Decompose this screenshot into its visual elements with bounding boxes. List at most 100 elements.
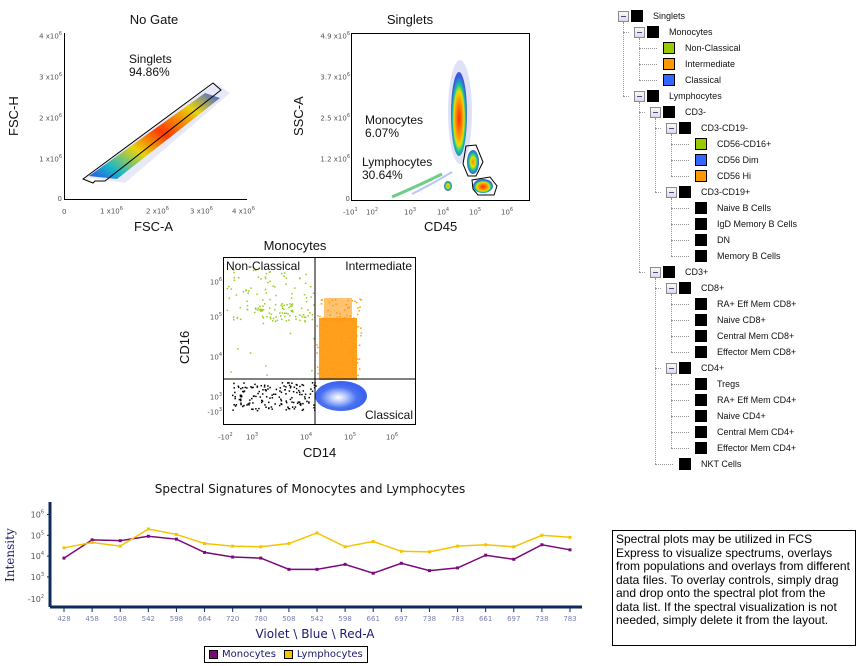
x-axis-label-cd14: CD14 — [303, 445, 337, 460]
y-tick-label: 104 — [31, 551, 44, 561]
gate-color-swatch[interactable] — [695, 234, 707, 246]
chart-title: Spectral Signatures of Monocytes and Lym… — [154, 482, 466, 496]
tree-item-lymphocytes[interactable]: Lymphocytes — [634, 88, 722, 104]
gate-color-swatch[interactable] — [679, 362, 691, 374]
tree-item-cd4-[interactable]: CD4+ — [666, 360, 724, 376]
data-point-lymphocytes — [231, 544, 235, 548]
gate-color-swatch[interactable] — [679, 282, 691, 294]
scatter-plot-monocytes[interactable]: Non-Classical Intermediate Classical — [223, 257, 416, 425]
gate-color-swatch[interactable] — [695, 378, 707, 390]
tree-item-dn[interactable]: DN — [682, 232, 730, 248]
gate-color-swatch[interactable] — [695, 442, 707, 454]
scatter-plot-no-gate[interactable]: Singlets 94.86% — [64, 33, 247, 200]
tree-item-igd-memory-b-cells[interactable]: IgD Memory B Cells — [682, 216, 797, 232]
tree-item-ra-eff-mem-cd8-[interactable]: RA+ Eff Mem CD8+ — [682, 296, 796, 312]
x-tick: 0 — [62, 208, 67, 216]
gate-color-swatch[interactable] — [695, 218, 707, 230]
data-point-lymphocytes — [512, 545, 516, 549]
tree-item-label: Monocytes — [669, 27, 713, 37]
gate-color-swatch[interactable] — [647, 90, 659, 102]
collapse-toggle-icon[interactable] — [666, 282, 677, 294]
tree-item-nkt-cells[interactable]: NKT Cells — [666, 456, 741, 472]
spectral-line-chart[interactable]: 106 105 104 103 -102 — [20, 498, 590, 618]
tree-item-label: RA+ Eff Mem CD8+ — [717, 299, 797, 309]
tree-item-central-mem-cd8-[interactable]: Central Mem CD8+ — [682, 328, 794, 344]
collapse-toggle-icon[interactable] — [634, 90, 645, 102]
data-point-monocytes — [540, 543, 544, 547]
data-point-monocytes — [259, 556, 263, 560]
collapse-toggle-icon[interactable] — [650, 106, 661, 118]
x-axis-ticks-no-gate: 0 1 x106 2 x106 3 x106 4 x106 — [60, 206, 260, 220]
gate-color-swatch[interactable] — [663, 74, 675, 86]
gate-color-swatch[interactable] — [695, 426, 707, 438]
x-tick-label: 780 — [254, 615, 268, 623]
y-tick-label: 106 — [31, 509, 44, 519]
plot-title-monocytes: Monocytes — [263, 238, 327, 253]
tree-item-ra-eff-mem-cd4-[interactable]: RA+ Eff Mem CD4+ — [682, 392, 796, 408]
tree-item-central-mem-cd4-[interactable]: Central Mem CD4+ — [682, 424, 794, 440]
y-tick: 4.9 x106 — [320, 31, 350, 41]
collapse-toggle-icon[interactable] — [666, 186, 677, 198]
gate-color-swatch[interactable] — [695, 314, 707, 326]
gate-color-swatch[interactable] — [695, 410, 707, 422]
tree-item-naive-cd4-[interactable]: Naive CD4+ — [682, 408, 766, 424]
tree-item-effector-mem-cd8-[interactable]: Effector Mem CD8+ — [682, 344, 796, 360]
gate-color-swatch[interactable] — [695, 394, 707, 406]
y-tick: 104 — [209, 352, 222, 362]
tree-item-cd3-cd19-[interactable]: CD3-CD19+ — [666, 184, 750, 200]
tree-item-intermediate[interactable]: Intermediate — [650, 56, 735, 72]
gate-color-swatch[interactable] — [679, 122, 691, 134]
density-cloud — [451, 72, 467, 156]
tree-item-naive-b-cells[interactable]: Naive B Cells — [682, 200, 771, 216]
gate-color-swatch[interactable] — [695, 138, 707, 150]
tree-item-classical[interactable]: Classical — [650, 72, 721, 88]
collapse-toggle-icon[interactable] — [650, 266, 661, 278]
tree-item-cd8-[interactable]: CD8+ — [666, 280, 724, 296]
gate-color-swatch[interactable] — [663, 42, 675, 54]
tree-item-memory-b-cells[interactable]: Memory B Cells — [682, 248, 781, 264]
gate-color-swatch[interactable] — [695, 298, 707, 310]
tree-item-label: Singlets — [653, 11, 686, 21]
tree-item-cd56-cd16-[interactable]: CD56-CD16+ — [682, 136, 771, 152]
tree-item-cd56-dim[interactable]: CD56 Dim — [682, 152, 759, 168]
gate-color-swatch[interactable] — [695, 330, 707, 342]
gate-color-swatch[interactable] — [663, 266, 675, 278]
tree-item-singlets[interactable]: Singlets — [618, 8, 685, 24]
x-tick: 1 x106 — [100, 206, 123, 216]
scatter-plot-singlets[interactable]: Monocytes 6.07% Lymphocytes 30.64% — [351, 33, 530, 201]
tree-item-cd3-[interactable]: CD3+ — [650, 264, 708, 280]
collapse-toggle-icon[interactable] — [634, 26, 645, 38]
y-tick-label: 105 — [31, 530, 44, 540]
gate-color-swatch[interactable] — [631, 10, 643, 22]
tree-item-effector-mem-cd4-[interactable]: Effector Mem CD4+ — [682, 440, 796, 456]
y-tick: 1.2 x106 — [320, 154, 350, 164]
collapse-toggle-icon[interactable] — [666, 362, 677, 374]
gate-color-swatch[interactable] — [663, 58, 675, 70]
gate-color-swatch[interactable] — [695, 250, 707, 262]
lymphocytes-gate — [471, 176, 498, 196]
x-tick-label: 598 — [338, 615, 352, 623]
gate-color-swatch[interactable] — [647, 26, 659, 38]
collapse-toggle-icon[interactable] — [666, 122, 677, 134]
tree-item-naive-cd8-[interactable]: Naive CD8+ — [682, 312, 766, 328]
x-tick-label: 458 — [85, 615, 99, 623]
gate-color-swatch[interactable] — [695, 154, 707, 166]
tree-item-cd3-[interactable]: CD3- — [650, 104, 706, 120]
tree-item-monocytes[interactable]: Monocytes — [634, 24, 713, 40]
gate-color-swatch[interactable] — [695, 170, 707, 182]
tree-item-tregs[interactable]: Tregs — [682, 376, 740, 392]
collapse-toggle-icon[interactable] — [618, 10, 629, 22]
data-point-lymphocytes — [174, 532, 178, 536]
tree-item-cd3-cd19-[interactable]: CD3-CD19- — [666, 120, 748, 136]
x-tick: 106 — [501, 207, 514, 217]
gate-color-swatch[interactable] — [663, 106, 675, 118]
gate-color-swatch[interactable] — [695, 346, 707, 358]
gate-color-swatch[interactable] — [679, 186, 691, 198]
tree-item-cd56-hi[interactable]: CD56 Hi — [682, 168, 751, 184]
gate-color-swatch[interactable] — [695, 202, 707, 214]
tree-item-label: CD3-CD19+ — [701, 187, 751, 197]
tree-item-label: Effector Mem CD4+ — [717, 443, 797, 453]
gate-color-swatch[interactable] — [679, 458, 691, 470]
tree-item-label: Lymphocytes — [669, 91, 722, 101]
tree-item-non-classical[interactable]: Non-Classical — [650, 40, 741, 56]
